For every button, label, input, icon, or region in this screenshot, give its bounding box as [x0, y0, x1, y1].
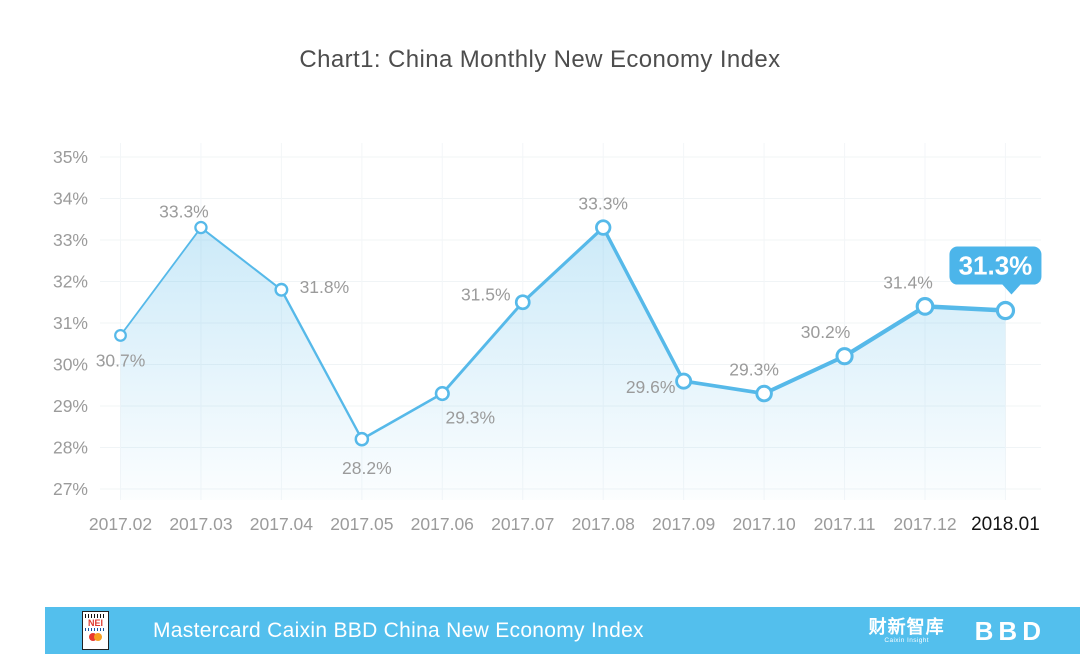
data-point-marker [755, 384, 773, 403]
data-point-marker [675, 372, 693, 390]
data-point-label: 28.2% [342, 458, 392, 478]
x-axis-label: 2017.03 [169, 514, 232, 534]
data-point-marker [354, 431, 370, 447]
data-point-label: 29.3% [445, 408, 495, 428]
y-axis-label: 34% [53, 189, 88, 209]
barcode-icon [85, 628, 106, 631]
footer-title: Mastercard Caixin BBD China New Economy … [153, 618, 644, 642]
y-axis-label: 28% [53, 438, 88, 458]
footer-logos: 财新智库 Caixin Insight BBD [869, 618, 1046, 644]
data-point-marker [595, 219, 612, 236]
x-axis-label: 2017.09 [652, 514, 715, 534]
data-point-label: 30.7% [96, 350, 146, 370]
line-segment [119, 226, 202, 337]
data-point-label: 33.3% [578, 194, 628, 214]
line-chart: 27% 28% 29% 30% 31% 32% 33% 34% 35% 2017.02 2017.0… [53, 143, 1042, 535]
x-axis-label: 2017.08 [572, 514, 635, 534]
y-axis-label: 33% [53, 230, 88, 250]
caixin-logo-en: Caixin Insight [884, 636, 929, 644]
x-axis-label: 2017.06 [411, 514, 474, 534]
nei-logo: NEI [82, 611, 109, 650]
x-axis-label: 2017.04 [250, 514, 314, 534]
y-axis-label: 29% [53, 396, 88, 416]
data-point-marker [514, 294, 531, 311]
line-segment [521, 225, 605, 304]
data-point-marker [194, 220, 208, 235]
x-axis-label: 2018.01 [971, 514, 1040, 535]
x-axis-label: 2017.02 [89, 514, 152, 534]
data-point-label: 33.3% [159, 202, 209, 222]
area-fill [120, 227, 1006, 501]
line-segment [199, 226, 283, 291]
line-segment [440, 300, 525, 395]
mastercard-circles-icon [89, 633, 102, 641]
line-segment [762, 354, 847, 396]
bbd-logo: BBD [974, 615, 1046, 646]
line-segment [681, 379, 766, 396]
x-axis-label: 2017.12 [893, 514, 956, 534]
y-axis-label: 32% [53, 272, 88, 292]
data-point-marker [995, 300, 1016, 321]
line-segment [601, 225, 686, 383]
data-point-label: 30.2% [801, 322, 851, 342]
x-axis-label: 2017.10 [732, 514, 796, 534]
caixin-insight-logo: 财新智库 Caixin Insight [869, 618, 945, 644]
x-axis-label: 2017.11 [814, 514, 876, 534]
y-axis-label: 35% [53, 147, 88, 167]
chart-title: Chart1: China Monthly New Economy Index [299, 46, 781, 73]
data-point-marker [114, 329, 127, 342]
data-point-marker [835, 347, 854, 366]
data-point-label: 29.6% [626, 377, 676, 397]
data-point-label: 31.5% [461, 284, 511, 304]
x-axis-label: 2017.07 [491, 514, 554, 534]
data-point-marker [434, 385, 450, 402]
x-axis-label: 2017.05 [330, 514, 393, 534]
highlight-label: 31.3% [959, 251, 1033, 281]
line-segment [360, 392, 444, 441]
line-segment [842, 304, 928, 359]
footer-banner: NEI Mastercard Caixin BBD China New Econ… [45, 607, 1080, 654]
data-point-marker [915, 297, 935, 316]
y-axis-label: 27% [53, 479, 88, 499]
line-segment [280, 288, 364, 441]
data-point-label: 31.4% [883, 272, 933, 292]
caixin-logo-cn: 财新智库 [868, 616, 945, 637]
highlight-badge-pointer [1001, 283, 1022, 295]
data-point-marker [274, 282, 289, 297]
data-point-label: 31.8% [300, 277, 350, 297]
highlight-badge [949, 246, 1042, 285]
y-axis-label: 30% [53, 355, 88, 375]
line-segment [922, 304, 1008, 313]
barcode-icon [85, 614, 106, 618]
y-axis-label: 31% [53, 313, 88, 333]
nei-logo-label: NEI [87, 618, 103, 628]
data-point-label: 29.3% [729, 360, 779, 380]
